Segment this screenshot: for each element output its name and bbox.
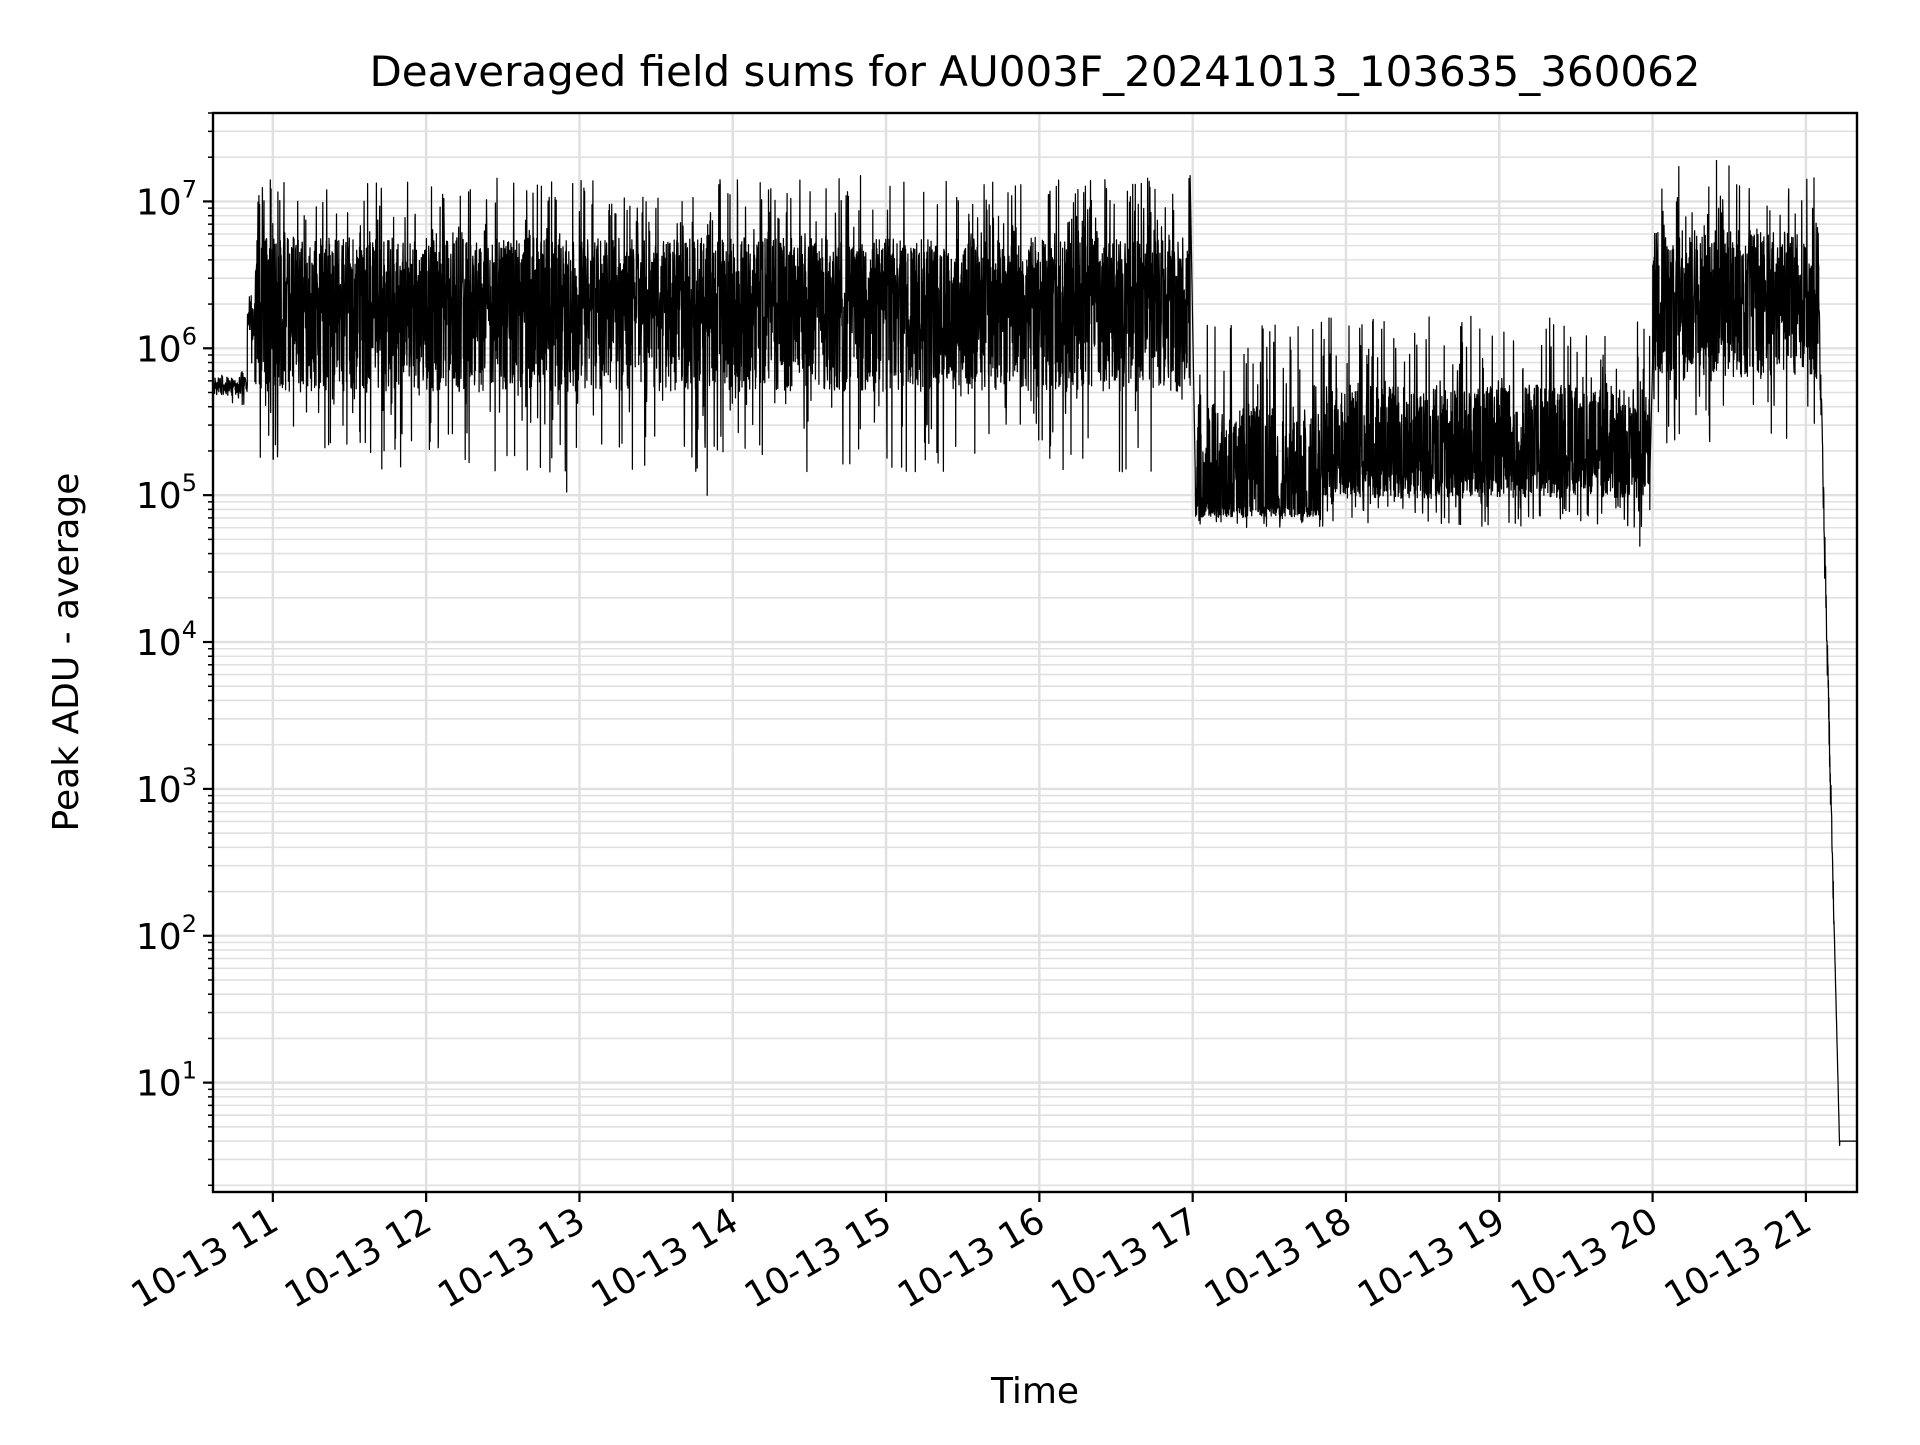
- x-axis-label: Time: [990, 1371, 1079, 1412]
- x-tick-label: 10-13 17: [1044, 1200, 1205, 1316]
- chart-title: Deaveraged field sums for AU003F_2024101…: [369, 47, 1700, 96]
- y-tick-label: 101: [136, 1057, 197, 1105]
- y-tick-label: 104: [136, 616, 197, 664]
- plot-frame: [211, 111, 1859, 1194]
- y-tick-label: 107: [136, 175, 197, 223]
- x-tick-label: 10-13 16: [891, 1200, 1052, 1316]
- series-line: [212, 159, 1858, 1147]
- y-axis-label: Peak ADU - average: [46, 473, 87, 832]
- y-tick-label: 106: [136, 322, 197, 370]
- x-tick-label: 10-13 18: [1198, 1200, 1359, 1316]
- x-tick-label: 10-13 21: [1658, 1200, 1819, 1316]
- x-tick-label: 10-13 15: [738, 1200, 899, 1316]
- y-tick-label: 103: [136, 763, 197, 811]
- x-tick-label: 10-13 12: [278, 1200, 439, 1316]
- x-tick-label: 10-13 19: [1351, 1200, 1512, 1316]
- y-tick-label: 102: [136, 910, 197, 958]
- x-tick-label: 10-13 11: [125, 1200, 286, 1316]
- series-layer: [212, 159, 1858, 1147]
- x-tick-label: 10-13 20: [1504, 1200, 1665, 1316]
- y-tick-label: 105: [136, 469, 197, 517]
- x-tick-label: 10-13 13: [431, 1200, 592, 1316]
- x-tick-label: 10-13 14: [585, 1200, 746, 1316]
